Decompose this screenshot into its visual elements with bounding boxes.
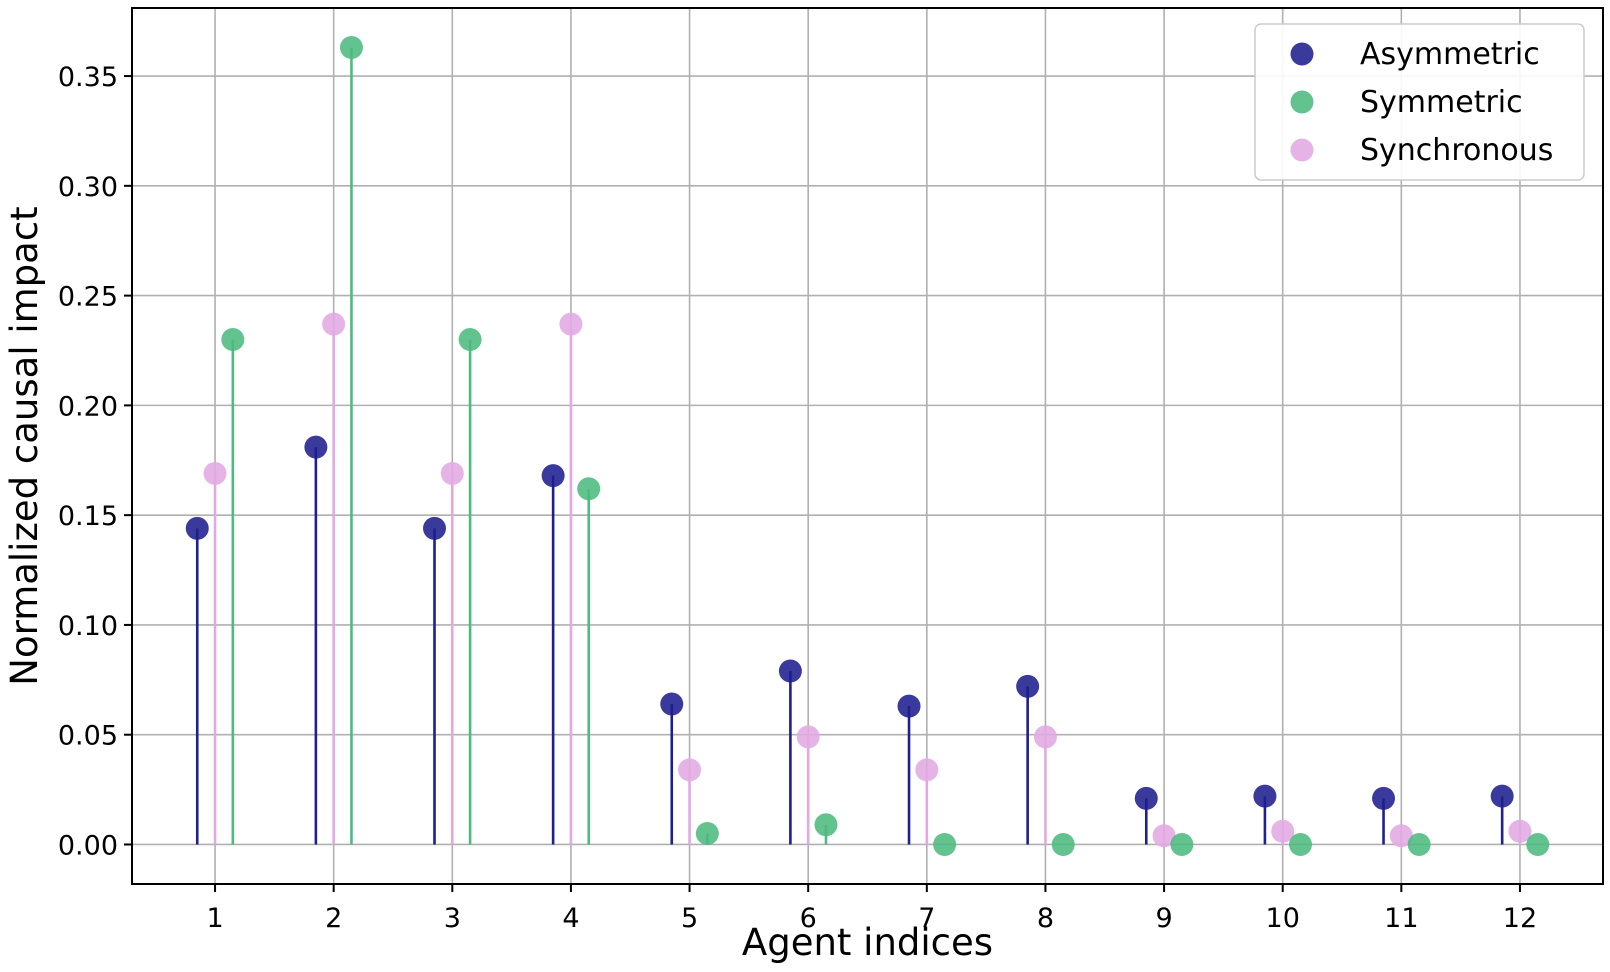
y-tick-label: 0.25: [58, 282, 118, 313]
stem-marker: [1170, 832, 1194, 856]
x-tick-label: 6: [800, 903, 817, 934]
stem-marker: [1134, 786, 1158, 810]
x-tick-label: 1: [206, 903, 223, 934]
x-tick-label: 8: [1037, 903, 1054, 934]
stem-marker: [695, 822, 719, 846]
stem-marker: [678, 758, 702, 782]
y-tick-label: 0.00: [58, 830, 118, 861]
series-asymmetric: [185, 435, 1514, 845]
stem-marker: [1407, 832, 1431, 856]
legend-label: Asymmetric: [1360, 37, 1540, 72]
stem-marker: [814, 813, 838, 837]
stem-marker: [933, 832, 957, 856]
stem-marker: [1271, 819, 1295, 843]
x-tick-label: 12: [1503, 903, 1537, 934]
series-synchronous: [203, 312, 1532, 848]
stem-marker: [1253, 784, 1277, 808]
stem-marker: [778, 659, 802, 683]
stem-marker: [185, 516, 209, 540]
x-tick-label: 11: [1384, 903, 1418, 934]
y-tick-label: 0.10: [58, 611, 118, 642]
legend-label: Symmetric: [1360, 85, 1523, 120]
x-tick-label: 5: [681, 903, 698, 934]
legend-marker: [1290, 90, 1314, 114]
stem-marker: [1051, 832, 1075, 856]
stem-marker: [1288, 832, 1312, 856]
legend-box: [1254, 23, 1585, 181]
stem-marker: [660, 692, 684, 716]
stem-marker: [458, 328, 482, 352]
stem-marker: [796, 725, 820, 749]
plot-frame: [131, 7, 1604, 885]
x-tick-label: 3: [444, 903, 461, 934]
series-symmetric: [221, 36, 1550, 856]
legend-marker: [1290, 42, 1314, 66]
stem-marker: [339, 36, 363, 60]
x-tick-label: 9: [1155, 903, 1172, 934]
y-axis-label: Normalized causal impact: [3, 206, 46, 685]
x-tick-label: 7: [918, 903, 935, 934]
y-tick-label: 0.35: [58, 62, 118, 93]
stem-marker: [1152, 824, 1176, 848]
y-tick-label: 0.15: [58, 501, 118, 532]
stem-marker: [322, 312, 346, 336]
stem-marker: [915, 758, 939, 782]
stem-marker: [203, 461, 227, 485]
stem-marker: [1016, 674, 1040, 698]
stem-marker: [897, 694, 921, 718]
legend-marker: [1290, 138, 1314, 162]
stem-marker: [221, 328, 245, 352]
x-axis-ticks: 1 2 3 4 5 6 7 8 9 10 11 12: [206, 884, 1537, 934]
x-tick-label: 2: [325, 903, 342, 934]
x-tick-label: 10: [1266, 903, 1300, 934]
legend-label: Synchronous: [1360, 133, 1553, 168]
stem-marker: [1526, 832, 1550, 856]
stem-marker: [304, 435, 328, 459]
y-tick-label: 0.05: [58, 721, 118, 752]
data-stems: [185, 36, 1550, 856]
x-axis-label: Agent indices: [742, 921, 993, 964]
y-axis-ticks: 0.00 0.05 0.10 0.15 0.20 0.25 0.30 0.35: [58, 62, 132, 861]
stem-marker: [577, 477, 601, 501]
y-tick-label: 0.20: [58, 391, 118, 422]
y-tick-label: 0.30: [58, 172, 118, 203]
stem-marker: [1389, 824, 1413, 848]
x-tick-label: 4: [562, 903, 579, 934]
stem-marker: [440, 461, 464, 485]
stem-marker: [541, 464, 565, 488]
stem-marker: [1372, 786, 1396, 810]
legend: Asymmetric Symmetric Synchronous: [1254, 23, 1585, 181]
stem-marker: [559, 312, 583, 336]
stem-marker: [1508, 819, 1532, 843]
stem-marker: [1033, 725, 1057, 749]
stem-marker: [1490, 784, 1514, 808]
stem-marker: [423, 516, 447, 540]
